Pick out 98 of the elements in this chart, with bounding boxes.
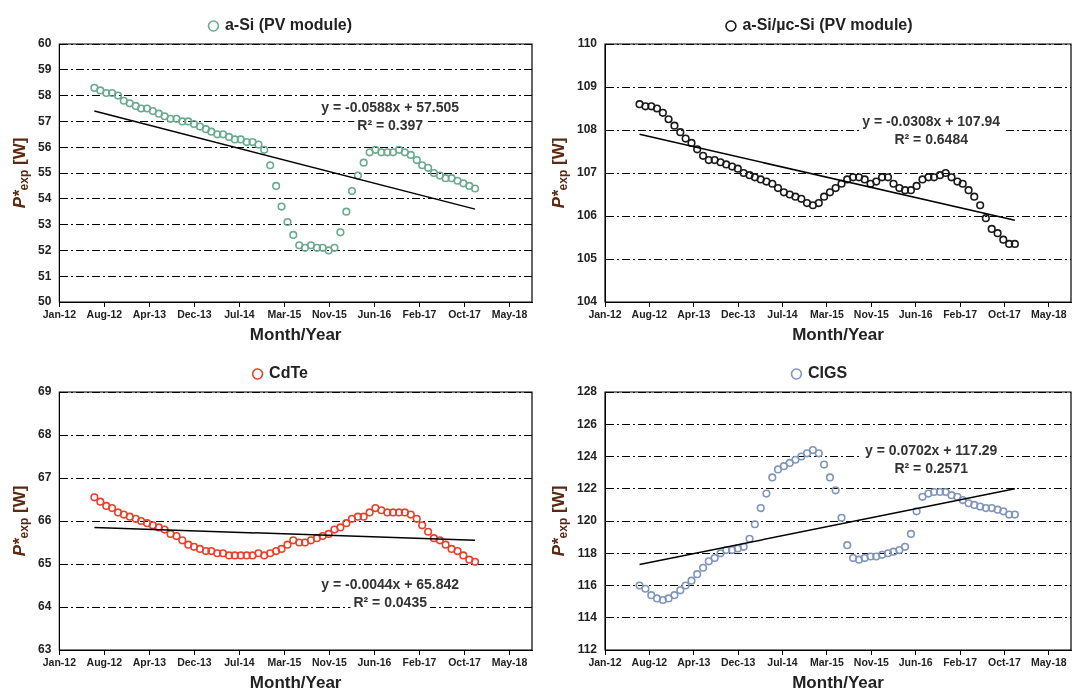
x-tick-label: Jan-12 [42,656,77,669]
y-tick-label: 58 [37,87,52,102]
x-tick-label: Feb-17 [943,308,978,321]
annotation: R² = 0.2571 [894,459,969,476]
x-tick-label: Nov-15 [853,656,889,669]
x-tick-label: Jul-14 [224,308,255,321]
legend-label: CdTe [269,364,309,382]
x-tick-label: Nov-15 [311,308,348,321]
x-tick-label: Feb-17 [943,656,978,669]
x-axis-title: Month/Year [249,325,342,345]
x-tick-label: Jan-12 [588,308,622,321]
x-tick-label: Jan-12 [42,308,77,321]
annotation: y = -0.0044x + 65.842 [321,576,460,593]
y-tick-label: 59 [37,62,52,77]
y-tick-label: 53 [37,216,52,231]
x-tick-label: Mar-15 [267,308,302,321]
x-tick-label: Oct-17 [448,308,481,321]
x-tick-label: Dec-13 [177,308,212,321]
x-tick-label: Jun-16 [898,308,933,321]
y-tick-label: 122 [576,481,598,496]
x-tick-label: Jul-14 [767,656,798,669]
y-tick-label: 69 [37,384,52,399]
y-tick-label: 128 [576,384,598,399]
x-tick-label: May-18 [491,308,528,321]
y-tick-label: 63 [37,642,52,657]
x-axis-title: Month/Year [792,673,885,693]
x-tick-label: Jul-14 [224,656,255,669]
annotation: y = -0.0308x + 107.94 [862,112,1001,129]
y-axis-title: P*exp [W] [9,137,32,209]
x-tick-label: Dec-13 [720,308,756,321]
y-tick-label: 110 [577,36,598,51]
x-tick-label: Jun-16 [357,656,392,669]
y-tick-label: 51 [37,268,52,283]
y-tick-label: 60 [37,36,52,51]
x-tick-label: Oct-17 [988,656,1021,669]
y-tick-label: 108 [576,122,598,137]
x-tick-label: Apr-13 [132,656,167,669]
x-tick-label: Feb-17 [402,308,437,321]
x-tick-label: Mar-15 [809,656,844,669]
x-tick-label: May-18 [1031,656,1067,669]
x-tick-label: Aug-12 [86,656,123,669]
x-tick-label: Apr-13 [677,656,711,669]
x-tick-label: Dec-13 [177,656,212,669]
y-tick-label: 105 [576,251,598,266]
x-axis-title: Month/Year [792,325,885,345]
y-tick-label: 52 [37,242,52,257]
x-tick-label: Oct-17 [448,656,481,669]
y-tick-label: 66 [37,513,52,528]
y-tick-label: 114 [577,610,598,625]
annotation: y = 0.0702x + 117.29 [865,441,998,458]
x-tick-label: Nov-15 [311,656,348,669]
y-tick-label: 120 [576,513,598,528]
legend-label: CIGS [807,364,848,382]
x-tick-label: May-18 [1031,308,1067,321]
y-axis-title: P*exp [W] [548,485,571,557]
x-tick-label: Aug-12 [631,308,668,321]
y-axis-title: P*exp [W] [9,485,32,557]
y-tick-label: 57 [37,113,52,128]
y-tick-label: 118 [577,545,598,560]
x-tick-label: Feb-17 [402,656,437,669]
y-tick-label: 65 [37,556,52,571]
x-axis-title: Month/Year [249,673,342,693]
x-tick-label: Mar-15 [267,656,302,669]
y-tick-label: 106 [576,208,598,223]
y-tick-label: 107 [576,165,598,180]
x-tick-label: Dec-13 [720,656,756,669]
y-tick-label: 56 [37,139,52,154]
x-tick-label: Jul-14 [767,308,798,321]
y-tick-label: 54 [37,191,52,206]
y-tick-label: 104 [576,294,598,309]
y-tick-label: 124 [576,448,598,463]
y-tick-label: 67 [37,470,52,485]
y-tick-label: 68 [37,427,52,442]
y-tick-label: 55 [37,165,52,180]
x-tick-label: Apr-13 [677,308,711,321]
y-tick-label: 116 [577,577,598,592]
x-tick-label: Oct-17 [988,308,1021,321]
y-tick-label: 109 [576,79,598,94]
x-tick-label: Jun-16 [357,308,392,321]
x-tick-label: Aug-12 [631,656,668,669]
y-tick-label: 50 [37,294,52,309]
x-tick-label: Jun-16 [898,656,933,669]
x-tick-label: Jan-12 [588,656,622,669]
y-axis-title: P*exp [W] [548,137,571,209]
y-tick-label: 112 [577,642,598,657]
annotation: R² = 0.0435 [353,594,428,611]
legend-label: a-Si/µc-Si (PV module) [742,16,913,34]
x-tick-label: May-18 [491,656,528,669]
y-tick-label: 126 [576,416,598,431]
x-tick-label: Mar-15 [809,308,844,321]
x-tick-label: Apr-13 [132,308,167,321]
y-tick-label: 64 [37,599,52,614]
x-tick-label: Aug-12 [86,308,123,321]
annotation: R² = 0.397 [357,117,424,134]
annotation: y = -0.0588x + 57.505 [321,99,460,116]
legend-label: a-Si (PV module) [224,16,353,34]
x-tick-label: Nov-15 [853,308,889,321]
annotation: R² = 0.6484 [894,130,969,147]
